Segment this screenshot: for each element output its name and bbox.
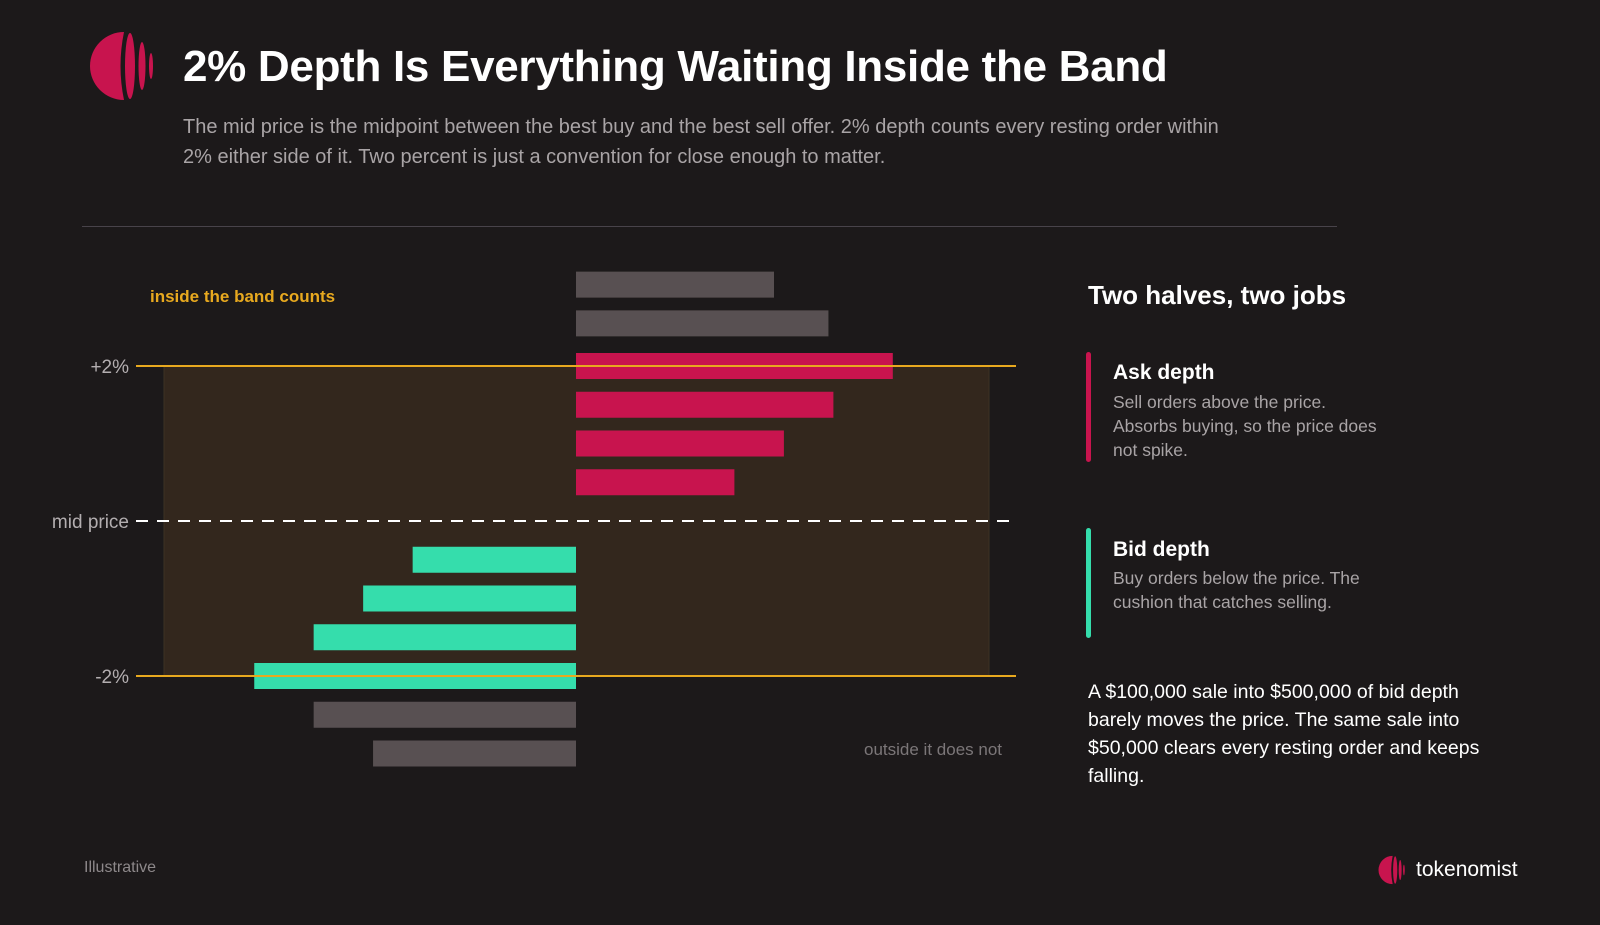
band-annotation: inside the band counts bbox=[150, 287, 335, 306]
page-title: 2% Depth Is Everything Waiting Inside th… bbox=[183, 42, 1168, 91]
ask-depth-bar-5 bbox=[576, 430, 784, 457]
tick-label-upper: +2% bbox=[90, 357, 129, 378]
bid-legend-bar bbox=[1086, 528, 1091, 638]
example-text: A $100,000 sale into $500,000 of bid dep… bbox=[1088, 681, 1480, 787]
brand: tokenomist bbox=[1376, 855, 1518, 885]
brand-name: tokenomist bbox=[1416, 858, 1518, 881]
bid-depth-bar-1 bbox=[412, 546, 576, 573]
bid-depth-bar-2 bbox=[363, 585, 576, 612]
page-subtitle: The mid price is the midpoint between th… bbox=[183, 116, 1219, 168]
outside-annotation: outside it does not bbox=[864, 740, 1002, 759]
ask-legend-heading: Ask depth bbox=[1113, 361, 1215, 384]
tick-label-mid: mid price bbox=[52, 512, 129, 533]
bid-legend-description: Buy orders below the price. The cushion … bbox=[1113, 568, 1360, 612]
ask-depth-bar-4 bbox=[576, 391, 834, 418]
ask-depth-bar-1 bbox=[576, 271, 774, 298]
footnote: Illustrative bbox=[84, 859, 157, 876]
tick-label-lower: -2% bbox=[95, 667, 129, 688]
tokenomist-logo-icon bbox=[90, 32, 153, 100]
panel-title: Two halves, two jobs bbox=[1088, 280, 1347, 310]
tokenomist-logo-icon bbox=[1378, 855, 1405, 885]
ask-depth-bar-6 bbox=[576, 469, 735, 496]
bid-depth-bar-6 bbox=[373, 740, 576, 767]
bid-depth-bar-3 bbox=[313, 624, 576, 651]
bid-depth-bar-5 bbox=[313, 701, 576, 728]
ask-depth-bar-2 bbox=[576, 310, 829, 337]
ask-legend-bar bbox=[1086, 352, 1091, 462]
header-divider bbox=[82, 226, 1337, 227]
ask-legend-description: Sell orders above the price. Absorbs buy… bbox=[1113, 392, 1377, 460]
depth-chart: +2% mid price -2% inside the band counts… bbox=[52, 271, 1016, 767]
bid-legend-heading: Bid depth bbox=[1113, 538, 1210, 561]
